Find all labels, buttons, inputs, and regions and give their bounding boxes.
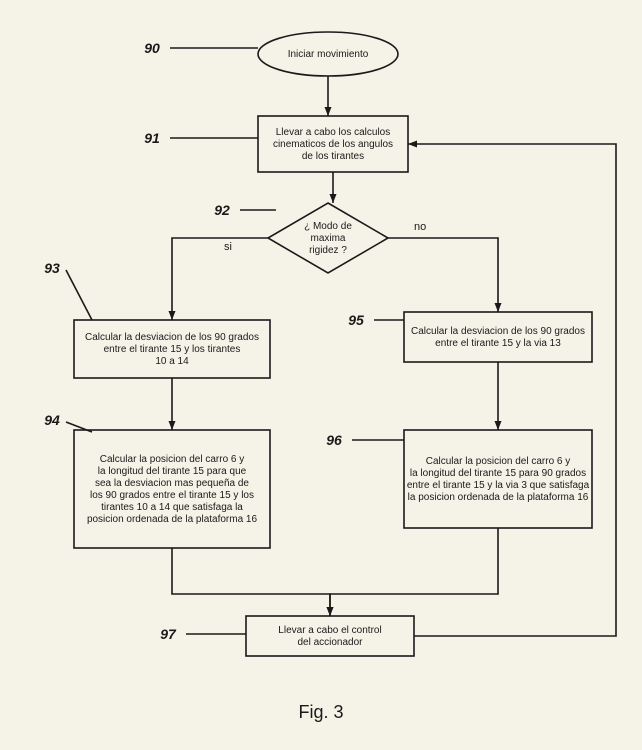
node-text-n96: la posicion ordenada de la plataforma 16 bbox=[408, 492, 589, 503]
node-text-n96: Calcular la posicion del carro 6 y bbox=[426, 456, 571, 467]
node-text-n95: entre el tirante 15 y la via 13 bbox=[435, 338, 561, 349]
node-text-n93: Calcular la desviacion de los 90 grados bbox=[85, 332, 259, 343]
figure-caption: Fig. 3 bbox=[0, 702, 642, 723]
ref-label-n97: 97 bbox=[160, 626, 177, 642]
node-text-n92: rigidez ? bbox=[309, 245, 347, 256]
node-text-n91: Llevar a cabo los calculos bbox=[276, 127, 391, 138]
flowchart-page: Iniciar movimiento 90 Llevar a cabo los ca… bbox=[0, 0, 642, 750]
node-n94 bbox=[74, 430, 270, 548]
node-text-n95: Calcular la desviacion de los 90 grados bbox=[411, 326, 585, 337]
node-text-n92: maxima bbox=[310, 233, 345, 244]
node-text-n94: la longitud del tirante 15 para que bbox=[98, 466, 247, 477]
ref-label-n90: 90 bbox=[144, 40, 160, 56]
ref-label-n91: 91 bbox=[144, 130, 160, 146]
node-text-n94: tirantes 10 a 14 que satisfaga la bbox=[101, 502, 243, 513]
node-text-n93: 10 a 14 bbox=[155, 356, 189, 367]
node-text-n96: entre el tirante 15 y la via 3 que satis… bbox=[407, 480, 590, 491]
node-text-n97: Llevar a cabo el control bbox=[278, 625, 381, 636]
node-text-n94: sea la desviacion mas pequeña de bbox=[95, 478, 249, 489]
ref-label-n94: 94 bbox=[44, 412, 60, 428]
node-text-n91: cinematicos de los angulos bbox=[273, 139, 393, 150]
node-n95 bbox=[404, 312, 592, 362]
ref-label-n95: 95 bbox=[348, 312, 364, 328]
node-text-n92: ¿ Modo de bbox=[304, 221, 352, 232]
node-n96 bbox=[404, 430, 592, 528]
node-text-n90: Iniciar movimiento bbox=[288, 49, 369, 60]
edge-label-no: no bbox=[414, 221, 426, 233]
node-text-n94: los 90 grados entre el tirante 15 y los bbox=[90, 490, 254, 501]
node-text-n97: del accionador bbox=[297, 637, 363, 648]
flowchart-svg: Iniciar movimiento 90 Llevar a cabo los ca… bbox=[0, 0, 642, 690]
node-text-n96: la longitud del tirante 15 para 90 grado… bbox=[410, 468, 586, 479]
edge-label-si: si bbox=[224, 241, 232, 253]
ref-label-n92: 92 bbox=[214, 202, 230, 218]
node-text-n94: Calcular la posicion del carro 6 y bbox=[100, 454, 245, 465]
node-text-n93: entre el tirante 15 y los tirantes bbox=[104, 344, 241, 355]
ref-label-n93: 93 bbox=[44, 260, 60, 276]
node-text-n91: de los tirantes bbox=[302, 151, 364, 162]
ref-label-n96: 96 bbox=[326, 432, 342, 448]
node-text-n94: posicion ordenada de la plataforma 16 bbox=[87, 514, 258, 525]
node-n97 bbox=[246, 616, 414, 656]
